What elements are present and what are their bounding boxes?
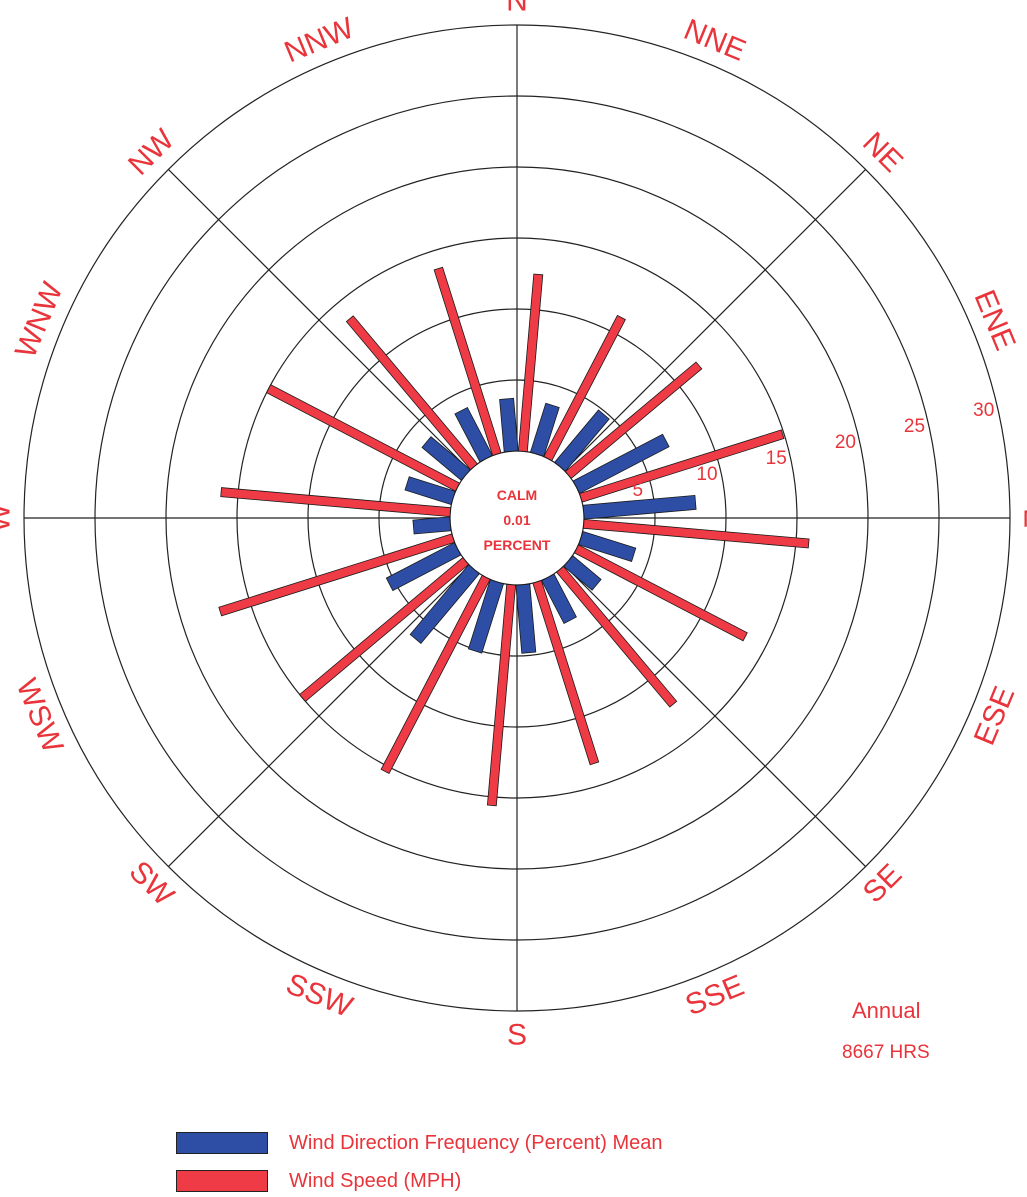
calm-value: 0.01 [503,512,530,528]
frequency-bar-nw [421,436,471,481]
speed-bar-ese [573,544,748,642]
spoke-ne [563,168,867,472]
calm-center: CALM 0.01 PERCENT [484,487,551,553]
calm-unit: PERCENT [484,537,551,553]
frequency-bar-ssw [467,579,505,654]
direction-label-ese: ESE [968,682,1021,750]
frequency-bar-ene [572,433,670,494]
frequency-bar-ese [578,530,637,563]
spoke-nw [167,168,471,472]
frequency-bar-w [412,516,452,535]
direction-label-s: S [507,1019,527,1052]
ring-value-labels: 5 10 15 20 25 30 [633,400,995,501]
frequency-bar-wnw [404,476,456,506]
ring-label-15: 15 [766,448,787,469]
speed-bar-s [486,583,517,807]
frequency-bar-s [515,583,537,654]
direction-label-sse: SSE [681,969,749,1022]
speed-bar-sse [532,579,600,766]
ring-label-10: 10 [696,464,717,485]
legend-item-frequency: Wind Direction Frequency (Percent) Mean [176,1131,662,1155]
speed-bar-w [220,487,452,518]
hours-annotation: 8667 HRS [842,1042,930,1063]
speed-bar-n [517,273,544,453]
speed-bar-sw [299,557,470,702]
direction-label-wsw: WSW [9,674,69,758]
speed-bar-ssw [380,574,491,775]
ring-label-30: 30 [973,400,994,421]
direction-label-w: W [0,503,17,532]
direction-label-e: E [1018,508,1027,528]
speed-bar-wsw [218,533,456,617]
speed-bar-nne [543,314,626,462]
speed-bar-se [556,565,678,708]
frequency-bar-sse [541,573,577,625]
spoke-sw [167,564,471,868]
spoke-se [563,564,867,868]
legend-label-speed: Wind Speed (MPH) [289,1169,462,1192]
ring-label-20: 20 [835,432,856,453]
frequency-bar-n [499,397,519,453]
speed-bar-e [582,518,810,549]
direction-label-nnw: NNW [280,11,359,69]
legend-swatch-speed [176,1170,268,1192]
direction-label-ssw: SSW [281,967,357,1024]
direction-spokes [24,25,1010,1011]
wind-bars [218,266,810,807]
speed-bar-wnw [266,384,461,492]
period-annotation: Annual [852,998,921,1023]
direction-label-nne: NNE [679,13,750,68]
frequency-bar-e [582,494,697,520]
calm-label: CALM [497,487,537,503]
frequency-bar-nnw [454,406,493,463]
legend-swatch-frequency [176,1132,268,1154]
ring-label-5: 5 [633,480,644,501]
frequency-bar-wsw [385,542,462,592]
frequency-bar-se [563,555,602,591]
frequency-bar-nne [529,402,560,457]
ring-label-25: 25 [904,416,925,437]
direction-label-wnw: WNW [9,277,70,363]
speed-bar-ene [578,429,785,503]
legend-item-speed: Wind Speed (MPH) [176,1169,461,1193]
speed-bar-nnw [433,266,502,457]
direction-label-ene: ENE [968,285,1022,355]
speed-bar-nw [345,315,478,471]
direction-label-n: N [506,0,528,18]
speed-bar-ne [564,361,703,479]
legend-label-frequency: Wind Direction Frequency (Percent) Mean [289,1131,663,1154]
frequency-bar-ne [554,409,610,472]
frequency-bar-sw [409,564,480,644]
